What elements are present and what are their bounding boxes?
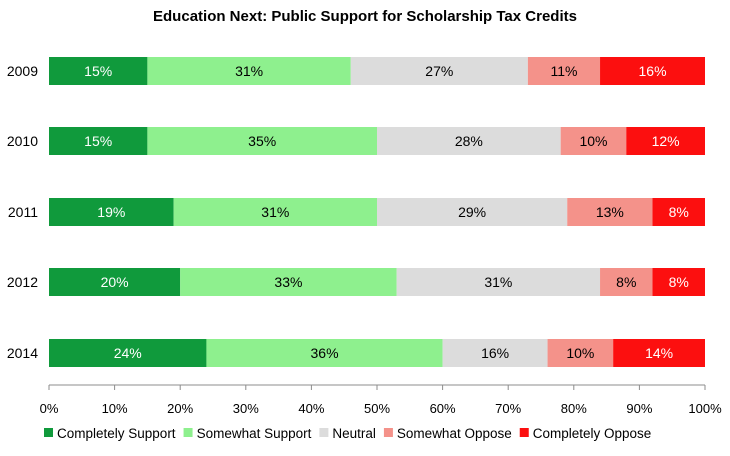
data-label: 15% xyxy=(84,133,112,149)
chart-title: Education Next: Public Support for Schol… xyxy=(153,8,577,25)
data-label: 8% xyxy=(669,204,689,220)
x-tick-label: 80% xyxy=(561,401,587,416)
category-label: 2009 xyxy=(7,63,38,79)
bars-group: 15% 31% 27% 11% 16% 15% 35% 28% 10% 12% 19% 31% 29% 1… xyxy=(49,57,705,367)
legend-label: Somewhat Support xyxy=(197,426,312,441)
bar-2012-series-4 xyxy=(652,268,705,296)
bar-2009-series-1 xyxy=(147,57,351,85)
legend-swatch xyxy=(319,428,329,437)
bar-2011-series-3 xyxy=(567,198,653,226)
data-label: 8% xyxy=(669,274,689,290)
bar-2009-series-3 xyxy=(527,57,601,85)
x-tick-label: 20% xyxy=(167,401,193,416)
data-label: 15% xyxy=(84,63,112,79)
data-label: 36% xyxy=(311,345,339,361)
x-tick-label: 90% xyxy=(626,401,652,416)
category-label: 2010 xyxy=(7,133,38,149)
bar-2014-series-2 xyxy=(442,339,548,367)
data-label: 14% xyxy=(645,345,673,361)
data-label: 27% xyxy=(425,63,453,79)
data-label: 10% xyxy=(566,345,594,361)
bar-2011-series-1 xyxy=(173,198,377,226)
category-label: 2012 xyxy=(7,274,38,290)
x-tick-label: 30% xyxy=(233,401,259,416)
x-tick-label: 70% xyxy=(495,401,521,416)
bar-2014-series-4 xyxy=(613,339,705,367)
bar-2011-series-0 xyxy=(49,198,174,226)
legend: Completely Support Somewhat Support Neutra… xyxy=(44,426,651,441)
x-tick-label: 0% xyxy=(40,401,59,416)
data-label: 31% xyxy=(484,274,512,290)
category-labels: 2009 2010 2011 2012 2014 xyxy=(7,63,38,361)
bar-2011-series-2 xyxy=(377,198,568,226)
data-label: 13% xyxy=(596,204,624,220)
data-label: 11% xyxy=(550,63,577,79)
legend-swatch xyxy=(519,428,529,437)
data-label: 31% xyxy=(261,204,289,220)
category-label: 2014 xyxy=(7,345,38,361)
data-label: 24% xyxy=(114,345,142,361)
legend-swatch xyxy=(183,428,193,437)
data-label: 20% xyxy=(101,274,129,290)
bar-2009-series-0 xyxy=(49,57,148,85)
legend-label: Neutral xyxy=(332,426,376,441)
x-tick-label: 10% xyxy=(102,401,128,416)
bar-2014-series-3 xyxy=(547,339,614,367)
legend-swatch xyxy=(44,428,53,437)
x-axis: 0% 10% 20% 30% 40% 50% 60% 70% 80% 90% 100% xyxy=(40,384,722,416)
x-tick-label: 50% xyxy=(364,401,390,416)
bar-2012-series-3 xyxy=(600,268,653,296)
bar-2009-series-4 xyxy=(600,57,705,85)
bar-2012-series-1 xyxy=(180,268,397,296)
data-label: 10% xyxy=(579,133,607,149)
data-label: 31% xyxy=(235,63,263,79)
legend-swatch xyxy=(383,428,393,437)
bar-2012-series-2 xyxy=(396,268,601,296)
bar-2010-series-2 xyxy=(377,127,561,155)
data-label: 35% xyxy=(248,133,276,149)
bar-2010-series-3 xyxy=(560,127,627,155)
data-label: 33% xyxy=(274,274,302,290)
bar-2014-series-1 xyxy=(206,339,443,367)
data-label: 8% xyxy=(616,274,636,290)
bar-2012-series-0 xyxy=(49,268,181,296)
legend-label: Completely Oppose xyxy=(533,426,652,441)
x-tick-label: 100% xyxy=(688,401,722,416)
bar-2010-series-0 xyxy=(49,127,148,155)
data-label: 29% xyxy=(458,204,486,220)
data-label: 19% xyxy=(97,204,125,220)
bar-2009-series-2 xyxy=(350,57,528,85)
data-label: 16% xyxy=(639,63,667,79)
category-label: 2011 xyxy=(8,204,38,220)
x-tick-label: 40% xyxy=(298,401,324,416)
bar-2010-series-1 xyxy=(147,127,377,155)
legend-label: Somewhat Oppose xyxy=(397,426,512,441)
bar-2010-series-4 xyxy=(626,127,705,155)
data-label: 16% xyxy=(481,345,509,361)
data-label: 28% xyxy=(455,133,483,149)
x-tick-label: 60% xyxy=(430,401,456,416)
data-label: 12% xyxy=(652,133,680,149)
bar-2014-series-0 xyxy=(49,339,207,367)
bar-2011-series-4 xyxy=(652,198,705,226)
legend-label: Completely Support xyxy=(57,426,176,441)
